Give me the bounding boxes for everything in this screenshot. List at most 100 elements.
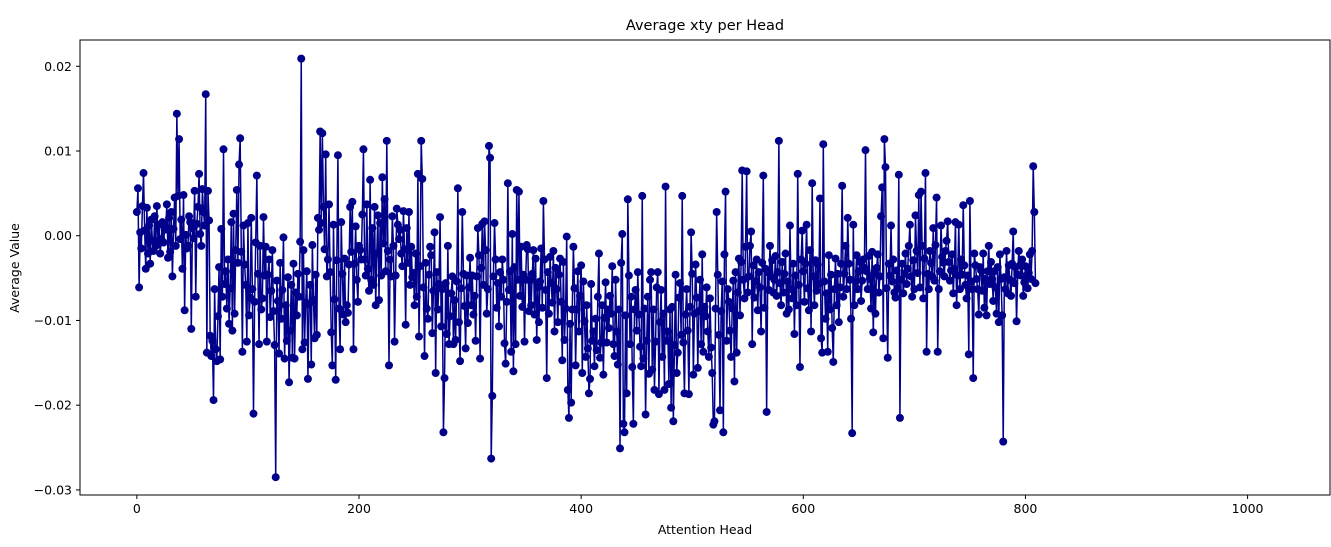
data-point <box>606 291 615 300</box>
data-point <box>402 224 411 233</box>
data-point <box>897 275 906 284</box>
data-point <box>789 259 798 268</box>
data-point <box>426 242 435 251</box>
data-point <box>381 267 390 276</box>
data-point <box>532 335 541 344</box>
data-point <box>700 302 709 311</box>
data-point <box>771 252 780 261</box>
data-point <box>557 297 566 306</box>
data-point <box>537 244 546 253</box>
data-point <box>791 271 800 280</box>
data-point <box>794 280 803 289</box>
data-point <box>271 473 280 482</box>
data-point <box>453 184 462 193</box>
data-point <box>436 213 445 222</box>
data-point <box>422 304 431 313</box>
data-point <box>821 314 830 323</box>
data-point <box>671 270 680 279</box>
data-point <box>777 301 786 310</box>
data-point <box>329 220 338 229</box>
data-point <box>893 284 902 293</box>
data-point <box>745 241 754 250</box>
data-point <box>196 230 205 239</box>
data-point <box>395 235 403 244</box>
data-point <box>443 241 452 250</box>
data-point <box>809 272 818 281</box>
data-point <box>732 348 741 357</box>
data-point <box>576 291 585 300</box>
data-point <box>669 417 678 426</box>
data-point <box>653 268 662 277</box>
data-point <box>500 339 509 348</box>
data-point <box>379 239 388 248</box>
data-point <box>447 289 456 298</box>
data-point <box>638 191 647 200</box>
data-point <box>852 251 861 260</box>
data-point <box>722 336 731 345</box>
data-point <box>905 220 914 229</box>
data-point <box>439 428 448 437</box>
data-point <box>247 213 256 222</box>
data-point <box>327 328 336 337</box>
data-point <box>717 307 726 316</box>
data-point <box>600 313 609 322</box>
data-point <box>566 319 575 328</box>
data-point <box>918 241 927 250</box>
data-point <box>290 354 299 363</box>
data-point <box>429 286 438 295</box>
data-point <box>586 374 595 383</box>
data-point <box>850 301 859 310</box>
data-point <box>727 352 736 361</box>
data-point <box>851 277 860 286</box>
data-point <box>999 437 1008 446</box>
data-point <box>197 241 206 250</box>
data-point <box>693 363 702 372</box>
data-point <box>553 318 562 327</box>
data-point <box>527 301 536 310</box>
data-point <box>360 255 369 264</box>
data-point <box>590 362 599 371</box>
x-tick-label: 800 <box>1014 501 1038 516</box>
data-point <box>848 429 857 438</box>
data-point <box>474 251 483 260</box>
data-point <box>750 293 759 302</box>
data-point <box>385 361 393 370</box>
data-point <box>888 277 897 286</box>
data-point <box>169 224 178 233</box>
data-point <box>573 267 582 276</box>
data-point <box>227 218 236 227</box>
data-point <box>808 179 817 188</box>
data-point <box>687 228 696 237</box>
data-point <box>581 352 590 361</box>
data-point <box>663 327 672 336</box>
data-point <box>869 328 878 337</box>
data-point <box>940 272 949 281</box>
data-point <box>678 191 687 200</box>
data-point <box>681 310 690 319</box>
data-point <box>220 280 229 289</box>
data-point <box>651 337 660 346</box>
data-point <box>501 359 510 368</box>
data-point <box>392 204 401 213</box>
data-point <box>205 216 214 225</box>
data-point <box>133 184 142 193</box>
data-point <box>919 294 928 303</box>
data-point <box>803 284 812 293</box>
data-point <box>658 352 667 361</box>
data-point <box>561 304 570 313</box>
data-point <box>592 346 601 355</box>
data-point <box>287 280 296 289</box>
data-point <box>642 336 651 345</box>
data-point <box>333 151 342 160</box>
data-point <box>332 256 341 265</box>
chart-title: Average xty per Head <box>626 18 784 34</box>
data-point <box>461 344 470 353</box>
data-point <box>278 285 287 294</box>
data-point <box>881 163 890 172</box>
data-point <box>827 270 836 279</box>
data-point <box>825 305 834 314</box>
data-point <box>1031 279 1040 288</box>
data-point <box>352 275 361 284</box>
data-point <box>190 186 199 195</box>
data-point <box>336 345 345 354</box>
